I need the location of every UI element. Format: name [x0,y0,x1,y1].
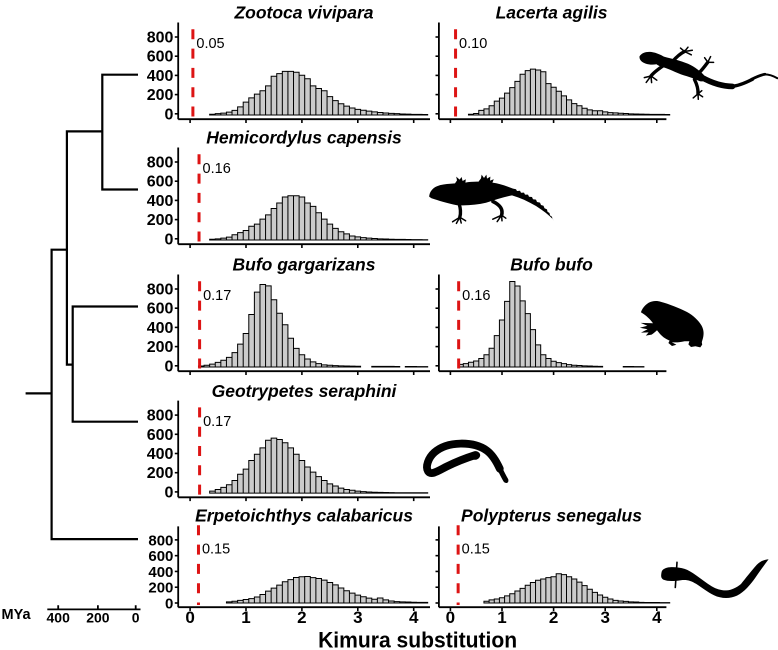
svg-text:2: 2 [297,608,306,627]
svg-text:Geotrypetes seraphini: Geotrypetes seraphini [212,381,398,401]
svg-text:600: 600 [148,548,173,565]
svg-text:1: 1 [497,608,506,627]
svg-text:200: 200 [147,87,174,104]
svg-text:800: 800 [147,30,174,47]
svg-text:200: 200 [147,465,174,482]
svg-text:600: 600 [147,427,174,444]
svg-text:0: 0 [165,595,173,612]
svg-text:0: 0 [164,484,173,501]
svg-text:0.15: 0.15 [462,542,490,558]
svg-text:0: 0 [164,106,173,123]
svg-text:400: 400 [147,320,174,337]
svg-text:Lacerta agilis: Lacerta agilis [496,3,608,23]
svg-text:Zootoca vivipara: Zootoca vivipara [233,3,373,23]
svg-text:200: 200 [147,212,174,229]
svg-text:200: 200 [148,580,173,597]
svg-text:0.17: 0.17 [203,288,231,304]
svg-text:MYa: MYa [2,607,32,623]
svg-text:400: 400 [147,193,174,210]
svg-text:0: 0 [164,231,173,248]
svg-text:Bufo bufo: Bufo bufo [510,255,593,275]
svg-text:0.16: 0.16 [203,161,231,177]
svg-text:1: 1 [241,608,250,627]
svg-text:600: 600 [147,301,174,318]
svg-text:0: 0 [446,608,455,627]
svg-text:400: 400 [47,610,71,626]
svg-text:800: 800 [147,282,174,299]
svg-text:0.16: 0.16 [462,288,490,304]
svg-text:200: 200 [86,610,110,626]
svg-text:0.17: 0.17 [203,414,231,430]
svg-text:600: 600 [147,174,174,191]
svg-text:Bufo gargarizans: Bufo gargarizans [233,255,376,275]
svg-text:4: 4 [409,608,419,627]
svg-text:0.15: 0.15 [202,542,230,558]
svg-text:3: 3 [353,608,362,627]
svg-text:400: 400 [147,68,174,85]
svg-text:400: 400 [147,446,174,463]
svg-text:2: 2 [549,608,558,627]
svg-text:200: 200 [147,339,174,356]
svg-text:3: 3 [600,608,609,627]
svg-text:4: 4 [652,608,662,627]
svg-text:Hemicordylus capensis: Hemicordylus capensis [206,128,402,148]
svg-text:600: 600 [147,49,174,66]
svg-text:0.10: 0.10 [459,36,487,52]
svg-text:0.05: 0.05 [196,36,224,52]
svg-text:Polypterus senegalus: Polypterus senegalus [461,506,642,526]
svg-text:800: 800 [147,408,174,425]
svg-text:800: 800 [148,532,173,549]
svg-text:0: 0 [185,608,194,627]
svg-text:800: 800 [147,155,174,172]
svg-text:Erpetoichthys calabaricus: Erpetoichthys calabaricus [195,506,413,526]
svg-text:Kimura substitution: Kimura substitution [318,627,517,650]
svg-text:400: 400 [148,564,173,581]
svg-text:0: 0 [164,358,173,375]
svg-text:0: 0 [132,610,140,626]
